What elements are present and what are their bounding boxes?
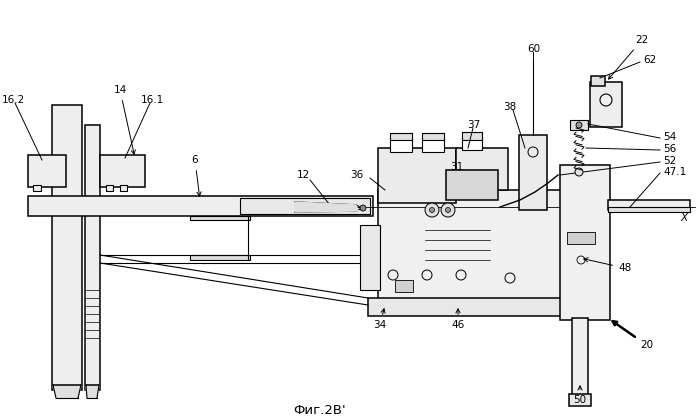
Text: 54: 54 — [663, 132, 676, 142]
Bar — [106, 185, 113, 191]
Circle shape — [575, 168, 583, 176]
Bar — [572, 318, 588, 398]
Text: 16.2: 16.2 — [1, 95, 24, 105]
Bar — [120, 185, 127, 191]
Bar — [567, 232, 595, 244]
Text: 6: 6 — [192, 155, 201, 196]
Bar — [33, 185, 41, 191]
Bar — [360, 225, 380, 290]
Bar — [560, 165, 610, 320]
Circle shape — [576, 122, 582, 128]
Bar — [462, 138, 482, 150]
Bar — [395, 280, 413, 292]
Bar — [100, 155, 145, 187]
Bar — [422, 133, 444, 140]
Bar — [390, 133, 412, 140]
Bar — [590, 82, 622, 127]
Text: 31: 31 — [450, 162, 463, 172]
Circle shape — [430, 207, 435, 213]
Bar — [190, 255, 250, 260]
Bar — [462, 132, 482, 140]
Text: 50: 50 — [573, 386, 587, 405]
Text: 48: 48 — [584, 258, 631, 273]
Bar — [591, 76, 605, 86]
Polygon shape — [86, 385, 99, 398]
Text: 34: 34 — [373, 309, 386, 330]
Bar — [608, 207, 690, 212]
Bar — [519, 135, 547, 210]
Bar — [85, 125, 100, 390]
Polygon shape — [53, 385, 81, 398]
Circle shape — [445, 207, 451, 213]
Text: 12: 12 — [296, 170, 309, 180]
Bar — [190, 216, 250, 220]
Text: 62: 62 — [643, 55, 657, 65]
Text: Фиг.2B': Фиг.2B' — [294, 404, 346, 417]
Bar — [378, 148, 456, 203]
Bar — [569, 394, 591, 406]
Bar — [446, 170, 498, 200]
Bar — [390, 138, 412, 152]
Circle shape — [360, 205, 366, 211]
Text: 60: 60 — [527, 44, 540, 54]
Bar — [52, 105, 82, 390]
Text: 46: 46 — [452, 309, 465, 330]
Text: 56: 56 — [663, 144, 676, 154]
Circle shape — [425, 203, 439, 217]
Bar — [378, 190, 563, 315]
Text: 52: 52 — [663, 156, 676, 166]
Bar — [570, 120, 588, 130]
Text: 37: 37 — [468, 120, 481, 130]
Text: X: X — [680, 213, 687, 223]
Bar — [608, 200, 690, 210]
Text: 20: 20 — [612, 321, 653, 350]
Bar — [456, 148, 508, 190]
Text: 36: 36 — [350, 170, 363, 180]
Text: 47.1: 47.1 — [663, 167, 686, 177]
Text: 22: 22 — [608, 35, 649, 79]
Text: 38: 38 — [503, 102, 517, 112]
Text: 14: 14 — [113, 85, 135, 154]
Bar — [368, 298, 573, 316]
Bar — [28, 155, 66, 187]
Text: 16.1: 16.1 — [141, 95, 164, 105]
Polygon shape — [295, 202, 358, 212]
Bar — [422, 138, 444, 152]
Bar — [240, 198, 370, 214]
Circle shape — [441, 203, 455, 217]
Bar — [28, 196, 373, 216]
